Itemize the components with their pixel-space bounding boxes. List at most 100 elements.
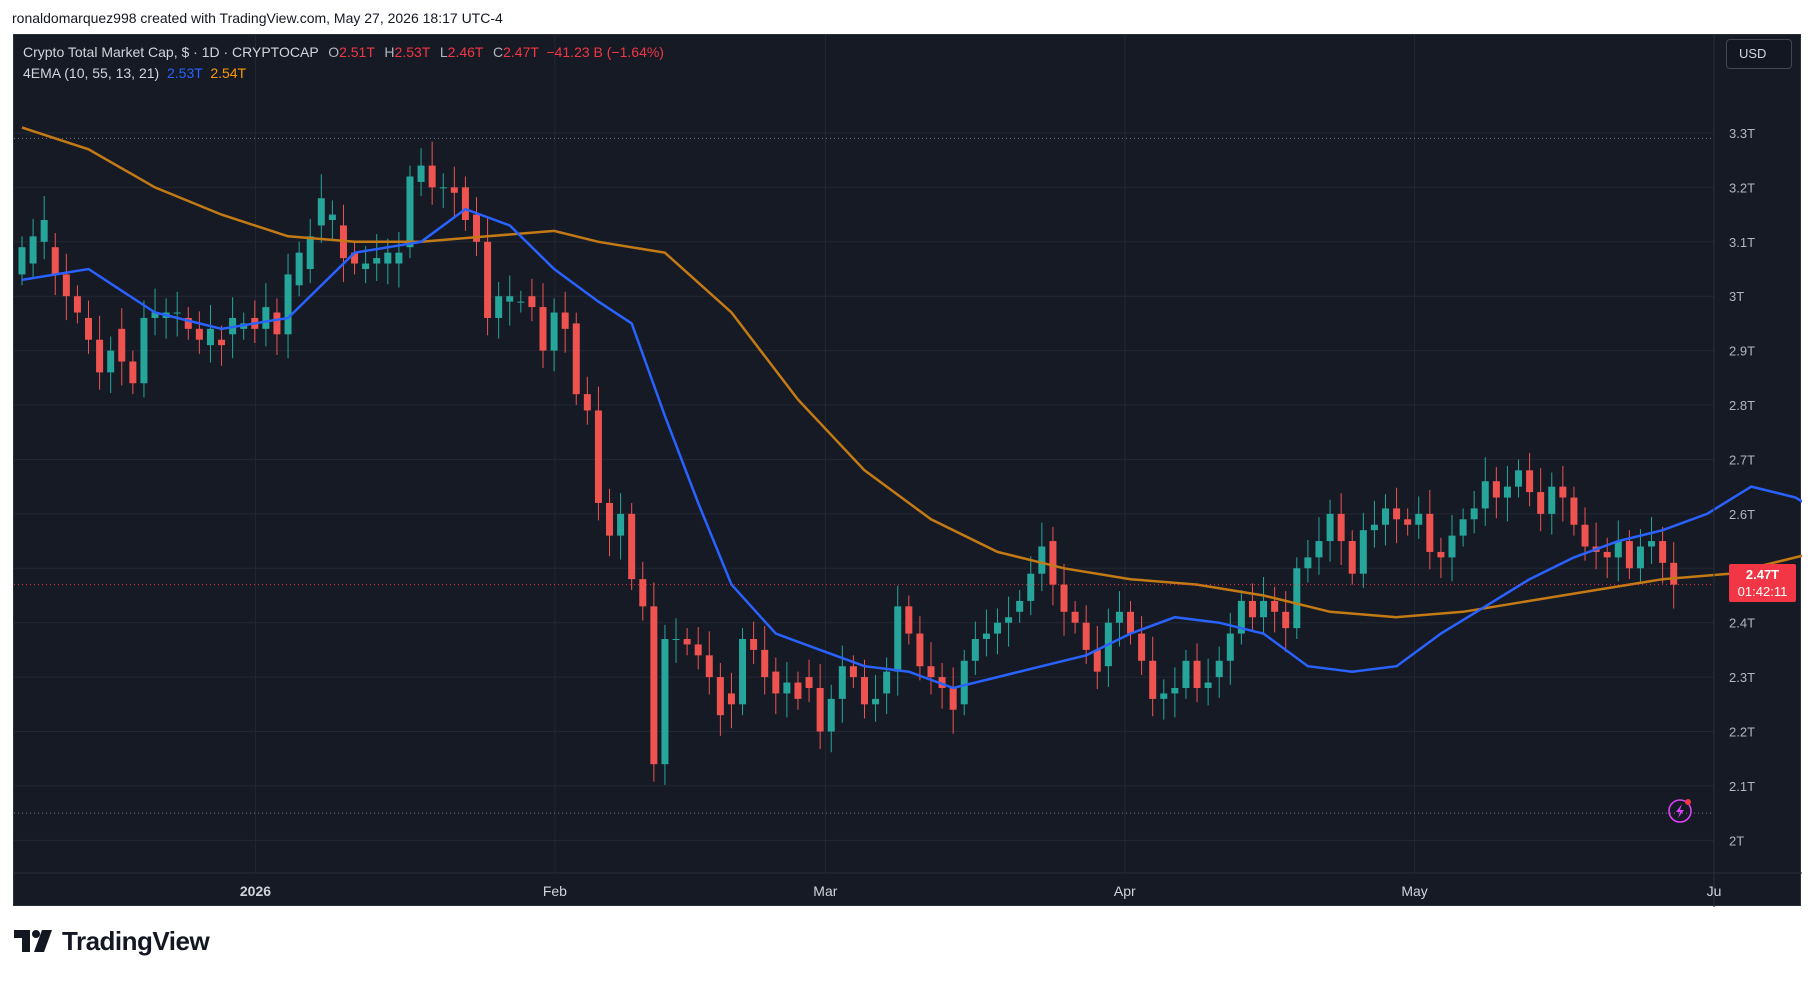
bar-countdown: 01:42:11: [1737, 584, 1788, 599]
candle-body: [1359, 530, 1367, 574]
candle-body: [1437, 551, 1445, 558]
horizontal-lines: [14, 137, 1714, 814]
candle-body: [1248, 600, 1256, 618]
close-label: C: [492, 44, 504, 60]
ema-slow-value: 2.54T: [210, 65, 247, 81]
candle-body: [872, 698, 880, 705]
candle-body: [694, 644, 702, 656]
candle-body: [1670, 562, 1678, 585]
candle-body: [894, 606, 902, 672]
candle-body: [661, 639, 669, 765]
candle-body: [1636, 546, 1644, 569]
candle-body: [550, 312, 558, 351]
candle-body: [772, 671, 780, 694]
x-tick-label: Apr: [1114, 883, 1136, 899]
candle-body: [539, 307, 547, 351]
candle-body: [206, 328, 214, 346]
ema-lines: [21, 126, 1802, 690]
open-value: 2.51T: [339, 44, 375, 60]
candle-body: [761, 649, 769, 678]
candle-body: [1160, 693, 1168, 699]
tradingview-logo[interactable]: TradingView: [14, 925, 210, 956]
candle-body: [628, 513, 636, 580]
candle-body: [1648, 541, 1656, 547]
candle-body: [1016, 600, 1024, 612]
lightning-icon[interactable]: [1668, 799, 1692, 823]
candle-body: [1603, 551, 1611, 558]
candle-body: [1005, 617, 1013, 623]
chart-caption: ronaldomarquez998 created with TradingVi…: [12, 10, 503, 26]
candle-body: [373, 258, 381, 264]
candle-body: [129, 361, 137, 384]
candle-body: [273, 312, 281, 335]
candle-body: [1503, 486, 1511, 498]
chart-panel[interactable]: 2T2.1T2.2T2.3T2.4T2.5T2.6T2.7T2.8T2.9T3T…: [13, 34, 1802, 907]
candle-body: [184, 317, 192, 329]
candle-body: [583, 394, 591, 411]
candle-body: [18, 247, 26, 275]
candle-body: [73, 296, 81, 313]
x-tick-label: Feb: [543, 883, 567, 899]
candle-body: [1548, 486, 1556, 514]
candle-body: [96, 339, 104, 373]
candle-body: [860, 677, 868, 705]
y-tick-label: 2.1T: [1729, 779, 1755, 794]
candle-body: [1570, 497, 1578, 525]
candle-body: [639, 579, 647, 607]
candle-body: [1215, 660, 1223, 678]
candle-body: [218, 339, 226, 346]
candle-body: [1060, 584, 1068, 612]
candle-body: [1337, 513, 1345, 542]
candle-body: [1315, 541, 1323, 558]
y-tick-label: 2.4T: [1729, 616, 1755, 631]
tradingview-logo-icon: [14, 930, 52, 952]
candle-body: [1115, 611, 1123, 623]
candle-body: [362, 263, 370, 269]
symbol-name[interactable]: Crypto Total Market Cap, $ · 1D · CRYPTO…: [23, 44, 319, 60]
ema-fast-line: [21, 207, 1802, 690]
x-tick-label: Ju: [1707, 883, 1722, 899]
candle-body: [484, 241, 492, 318]
last-price-value: 2.47T: [1745, 567, 1780, 582]
high-value: 2.53T: [394, 44, 431, 60]
y-tick-label: 3.2T: [1729, 180, 1755, 195]
candle-body: [1204, 682, 1212, 688]
legend-indicator[interactable]: 4EMA (10, 55, 13, 21) 2.53T 2.54T: [23, 65, 246, 81]
candle-body: [1082, 622, 1090, 650]
candle-body: [51, 247, 59, 275]
currency-button[interactable]: USD: [1726, 39, 1792, 69]
candle-body: [351, 252, 359, 264]
brand-name: TradingView: [62, 925, 210, 956]
candle-body: [1537, 492, 1545, 514]
candle-body: [528, 296, 536, 308]
candle-body: [295, 252, 303, 286]
candle-body: [284, 274, 292, 335]
indicator-name[interactable]: 4EMA (10, 55, 13, 21): [23, 65, 160, 81]
candle-body: [1127, 611, 1135, 634]
candlestick-chart[interactable]: 2T2.1T2.2T2.3T2.4T2.5T2.6T2.7T2.8T2.9T3T…: [14, 35, 1802, 907]
open-label: O: [328, 44, 340, 60]
candle-body: [461, 187, 469, 221]
candle-body: [1492, 481, 1500, 498]
y-tick-label: 2.2T: [1729, 725, 1755, 740]
x-tick-label: 2026: [240, 883, 271, 899]
candle-body: [750, 639, 758, 650]
y-tick-label: 2.9T: [1729, 344, 1755, 359]
candle-body: [506, 296, 514, 302]
candle-body: [949, 687, 957, 710]
candle-body: [1559, 486, 1567, 498]
candle-body: [716, 677, 724, 716]
y-tick-label: 2.8T: [1729, 398, 1755, 413]
candle-body: [1171, 687, 1179, 694]
candle-body: [1415, 513, 1423, 525]
candle-body: [561, 312, 569, 329]
candle-body: [1614, 541, 1622, 558]
candle-body: [262, 307, 270, 329]
candle-body: [1526, 470, 1534, 493]
y-tick-label: 2.7T: [1729, 452, 1755, 467]
candle-body: [617, 513, 625, 536]
legend-ohlc: Crypto Total Market Cap, $ · 1D · CRYPTO…: [23, 44, 664, 60]
candle-body: [1393, 508, 1401, 520]
candle-body: [40, 220, 48, 242]
candle-body: [306, 236, 314, 269]
